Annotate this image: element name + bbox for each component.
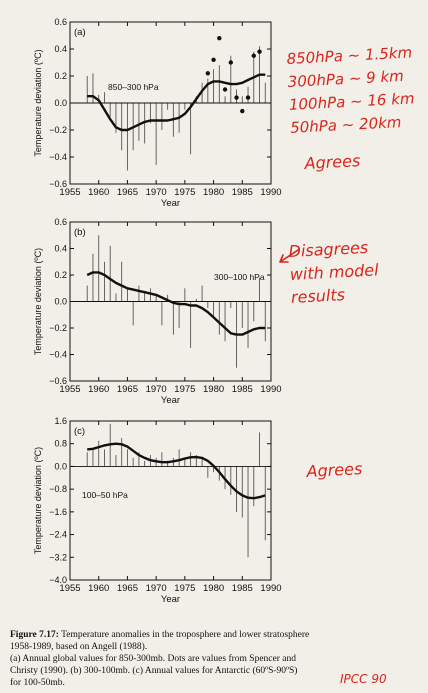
y-tick-label: 0.0: [54, 297, 67, 307]
x-tick-label: 1955: [59, 583, 80, 594]
x-tick-label: 1980: [203, 187, 224, 198]
x-tick-label: 1985: [232, 384, 253, 395]
panel-label: (c): [74, 426, 85, 437]
data-point: [205, 71, 211, 76]
y-tick-label: 0.6: [54, 17, 67, 27]
annotation-arrow: [279, 249, 299, 263]
y-tick-label: −0.8: [49, 484, 67, 494]
series-label: 850–300 hPa: [108, 82, 159, 92]
data-point: [217, 36, 222, 41]
x-tick-label: 1990: [260, 583, 281, 594]
x-tick-label: 1975: [174, 384, 195, 395]
x-tick-label: 1975: [174, 583, 195, 594]
x-tick-label: 1960: [88, 384, 109, 395]
data-point: [240, 108, 245, 114]
figure-caption: Figure 7.17: Temperature anomalies in th…: [10, 629, 310, 689]
data-point: [245, 95, 251, 100]
data-point: [234, 95, 239, 100]
x-tick-label: 1975: [174, 187, 195, 198]
y-tick-label: 0.2: [54, 71, 67, 81]
caption-panels: (a) Annual global values for 850-300mb. …: [10, 654, 298, 688]
x-tick-label: 1985: [232, 583, 253, 594]
y-tick-label: −3.2: [49, 552, 67, 562]
x-tick-label: 1990: [260, 187, 281, 198]
x-tick-label: 1960: [88, 187, 109, 198]
panel-c-agrees-note: Agrees: [306, 459, 363, 481]
y-axis-label: Temperature deviation (ºC): [33, 49, 43, 156]
y-tick-label: 0.2: [54, 270, 67, 280]
x-tick-label: 1970: [146, 384, 167, 395]
x-tick-label: 1965: [117, 583, 138, 594]
series-label: 300–100 hPa: [214, 272, 265, 282]
y-tick-label: 0.4: [54, 244, 67, 254]
x-tick-label: 1965: [117, 187, 138, 198]
y-tick-label: −0.2: [49, 323, 67, 333]
y-tick-label: −0.6: [49, 179, 67, 189]
data-point: [228, 60, 233, 65]
source-tag: IPCC 90: [340, 672, 387, 686]
y-tick-label: 0.6: [54, 217, 67, 227]
smoothed-series-line: [87, 73, 266, 132]
y-tick-label: −0.4: [49, 152, 67, 162]
data-point: [211, 57, 216, 62]
smoothed-series-line: [86, 271, 266, 336]
panel-a-agrees-note: Agrees: [304, 151, 361, 173]
caption-text: Temperature anomalies in the troposphere…: [10, 630, 310, 652]
y-tick-label: −0.4: [49, 350, 67, 360]
data-point: [251, 53, 256, 58]
y-tick-label: −2.4: [49, 530, 67, 540]
x-axis-label: Year: [161, 198, 180, 209]
x-tick-label: 1970: [146, 187, 167, 198]
x-tick-label: 1970: [146, 583, 167, 594]
y-tick-label: −1.6: [49, 507, 67, 517]
panel-label: (a): [74, 27, 86, 38]
plot-frame: [69, 420, 272, 581]
x-tick-label: 1980: [203, 384, 224, 395]
y-tick-label: 1.6: [54, 416, 67, 426]
series-label: 100–50 hPa: [82, 490, 128, 500]
y-axis-label: Temperature deviation (ºC): [33, 447, 43, 554]
x-axis-label: Year: [161, 395, 180, 406]
x-tick-label: 1960: [88, 583, 109, 594]
y-tick-label: 0.0: [54, 98, 67, 108]
y-tick-label: 0.8: [54, 439, 67, 449]
data-point: [257, 49, 262, 54]
x-tick-label: 1955: [59, 187, 80, 198]
y-tick-label: 0.0: [54, 461, 67, 471]
data-point: [222, 87, 228, 92]
y-axis-label: Temperature deviation (ºC): [33, 248, 43, 355]
x-tick-label: 1955: [59, 384, 80, 395]
x-tick-label: 1990: [260, 384, 281, 395]
panel-label: (b): [74, 227, 86, 238]
pressure-height-note: 850hPa ~ 1.5km 300hPa ~ 9 km 100hPa ~ 16…: [286, 43, 415, 137]
caption-head: Figure 7.17:: [10, 630, 59, 640]
x-tick-label: 1985: [232, 187, 253, 198]
x-tick-label: 1980: [203, 583, 224, 594]
y-tick-label: −0.6: [49, 376, 67, 386]
smoothed-series-line: [87, 442, 266, 500]
x-axis-label: Year: [161, 594, 180, 605]
y-tick-label: −4.0: [49, 575, 67, 585]
panel-b-disagrees-note: Disagrees with model results: [288, 237, 380, 307]
y-tick-label: 0.4: [54, 44, 67, 54]
x-tick-label: 1965: [117, 384, 138, 395]
y-tick-label: −0.2: [49, 125, 67, 135]
